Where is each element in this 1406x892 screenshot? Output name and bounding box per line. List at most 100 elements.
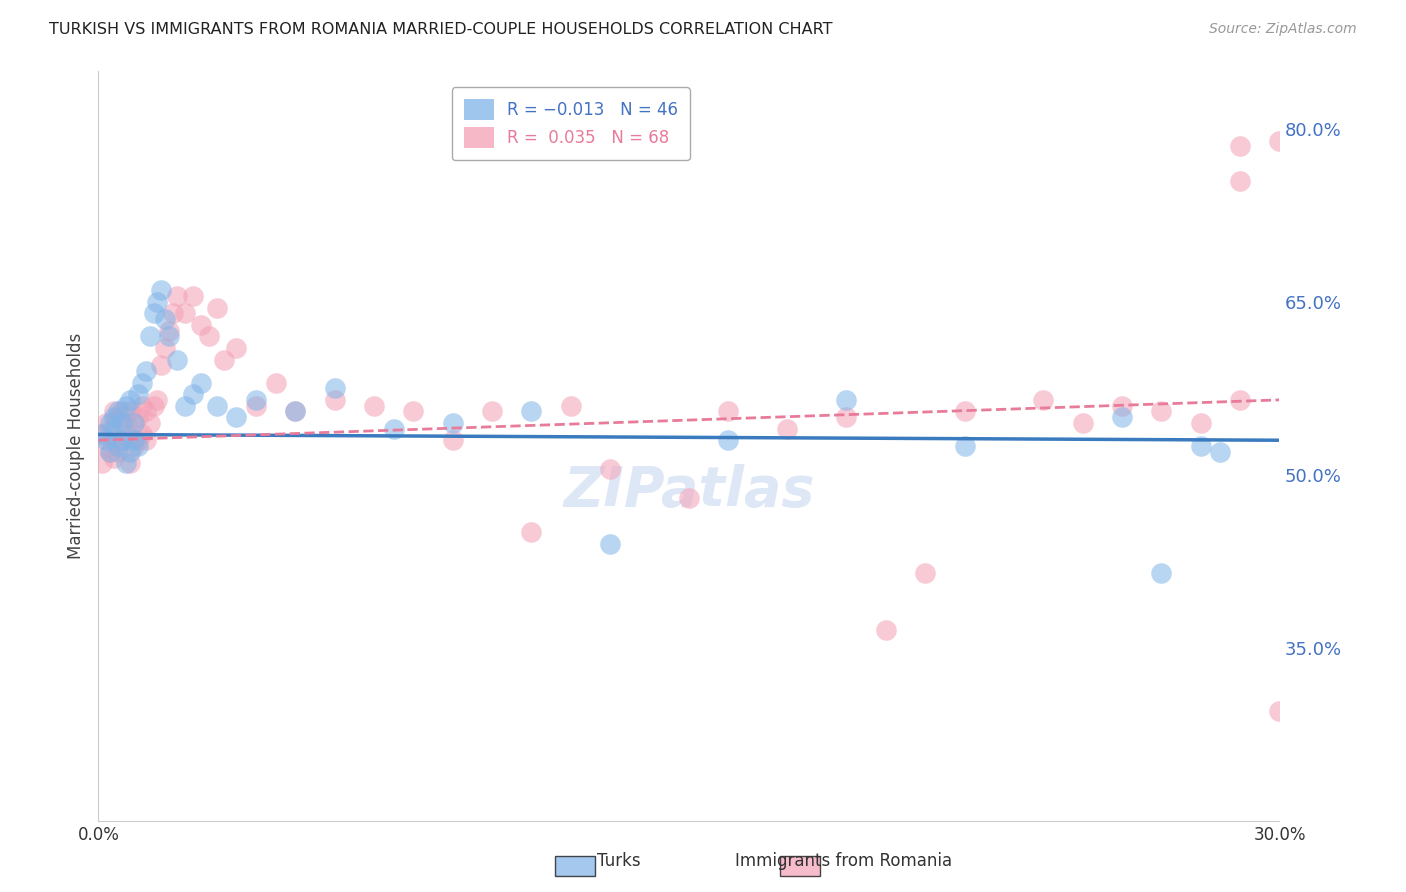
- Point: [122, 416, 145, 430]
- Point: [122, 439, 145, 453]
- Point: [91, 427, 114, 442]
- Point: [166, 289, 188, 303]
- Text: TURKISH VS IMMIGRANTS FROM ROMANIA MARRIED-COUPLE HOUSEHOLDS CORRELATION CHART: TURKISH VS IMMIGRANTS FROM ROMANIA MARRI…: [49, 22, 832, 37]
- Point: [678, 491, 700, 505]
- Point: [1229, 174, 1251, 188]
- Point: [127, 410, 149, 425]
- Point: [190, 376, 212, 390]
- Point: [111, 404, 134, 418]
- Point: [162, 306, 184, 320]
- Point: [402, 404, 425, 418]
- Point: [717, 434, 740, 448]
- Point: [103, 450, 125, 465]
- Point: [441, 416, 464, 430]
- Point: [953, 404, 976, 418]
- Point: [111, 416, 134, 430]
- Point: [1150, 404, 1173, 418]
- Point: [835, 410, 858, 425]
- Point: [1071, 416, 1094, 430]
- Point: [599, 537, 621, 551]
- Point: [323, 392, 346, 407]
- Point: [142, 399, 165, 413]
- Point: [98, 444, 121, 458]
- Point: [245, 392, 267, 407]
- Point: [115, 399, 138, 413]
- Point: [181, 387, 204, 401]
- Point: [91, 456, 114, 470]
- Point: [150, 284, 173, 298]
- Point: [135, 434, 157, 448]
- Point: [157, 324, 180, 338]
- Point: [1032, 392, 1054, 407]
- Point: [150, 359, 173, 373]
- Point: [118, 456, 141, 470]
- Point: [264, 376, 287, 390]
- Point: [96, 439, 118, 453]
- Point: [118, 392, 141, 407]
- Point: [225, 410, 247, 425]
- Point: [103, 434, 125, 448]
- Point: [135, 364, 157, 378]
- Point: [155, 341, 177, 355]
- Point: [118, 404, 141, 418]
- Point: [599, 462, 621, 476]
- Point: [1111, 410, 1133, 425]
- Point: [122, 416, 145, 430]
- Point: [142, 306, 165, 320]
- Point: [115, 416, 138, 430]
- Point: [1150, 566, 1173, 580]
- Point: [103, 422, 125, 436]
- Point: [127, 439, 149, 453]
- Point: [717, 404, 740, 418]
- Point: [118, 444, 141, 458]
- Point: [520, 404, 543, 418]
- Point: [214, 352, 236, 367]
- Point: [138, 416, 160, 430]
- Point: [190, 318, 212, 332]
- Point: [174, 399, 197, 413]
- Point: [363, 399, 385, 413]
- Point: [284, 404, 307, 418]
- Point: [127, 434, 149, 448]
- Point: [131, 427, 153, 442]
- Point: [103, 410, 125, 425]
- Point: [914, 566, 936, 580]
- Point: [953, 439, 976, 453]
- Legend: R = −0.013   N = 46, R =  0.035   N = 68: R = −0.013 N = 46, R = 0.035 N = 68: [451, 87, 690, 160]
- Point: [131, 376, 153, 390]
- Point: [197, 329, 219, 343]
- Point: [166, 352, 188, 367]
- Point: [107, 404, 129, 418]
- Point: [98, 416, 121, 430]
- Point: [115, 427, 138, 442]
- Point: [98, 422, 121, 436]
- Point: [157, 329, 180, 343]
- Point: [1229, 392, 1251, 407]
- Point: [96, 434, 118, 448]
- Point: [225, 341, 247, 355]
- Text: Source: ZipAtlas.com: Source: ZipAtlas.com: [1209, 22, 1357, 37]
- Point: [1189, 439, 1212, 453]
- Text: ZIPatlas: ZIPatlas: [564, 464, 814, 518]
- Point: [107, 444, 129, 458]
- Point: [481, 404, 503, 418]
- Point: [284, 404, 307, 418]
- Point: [1189, 416, 1212, 430]
- Point: [111, 434, 134, 448]
- Point: [91, 427, 114, 442]
- Point: [1268, 704, 1291, 718]
- Point: [181, 289, 204, 303]
- Point: [96, 416, 118, 430]
- Point: [323, 381, 346, 395]
- Text: Turks: Turks: [596, 852, 641, 870]
- Point: [441, 434, 464, 448]
- Point: [107, 439, 129, 453]
- Point: [1111, 399, 1133, 413]
- Point: [122, 434, 145, 448]
- Point: [155, 312, 177, 326]
- Point: [1229, 139, 1251, 153]
- Point: [115, 456, 138, 470]
- Point: [135, 404, 157, 418]
- Point: [1268, 134, 1291, 148]
- Point: [1209, 444, 1232, 458]
